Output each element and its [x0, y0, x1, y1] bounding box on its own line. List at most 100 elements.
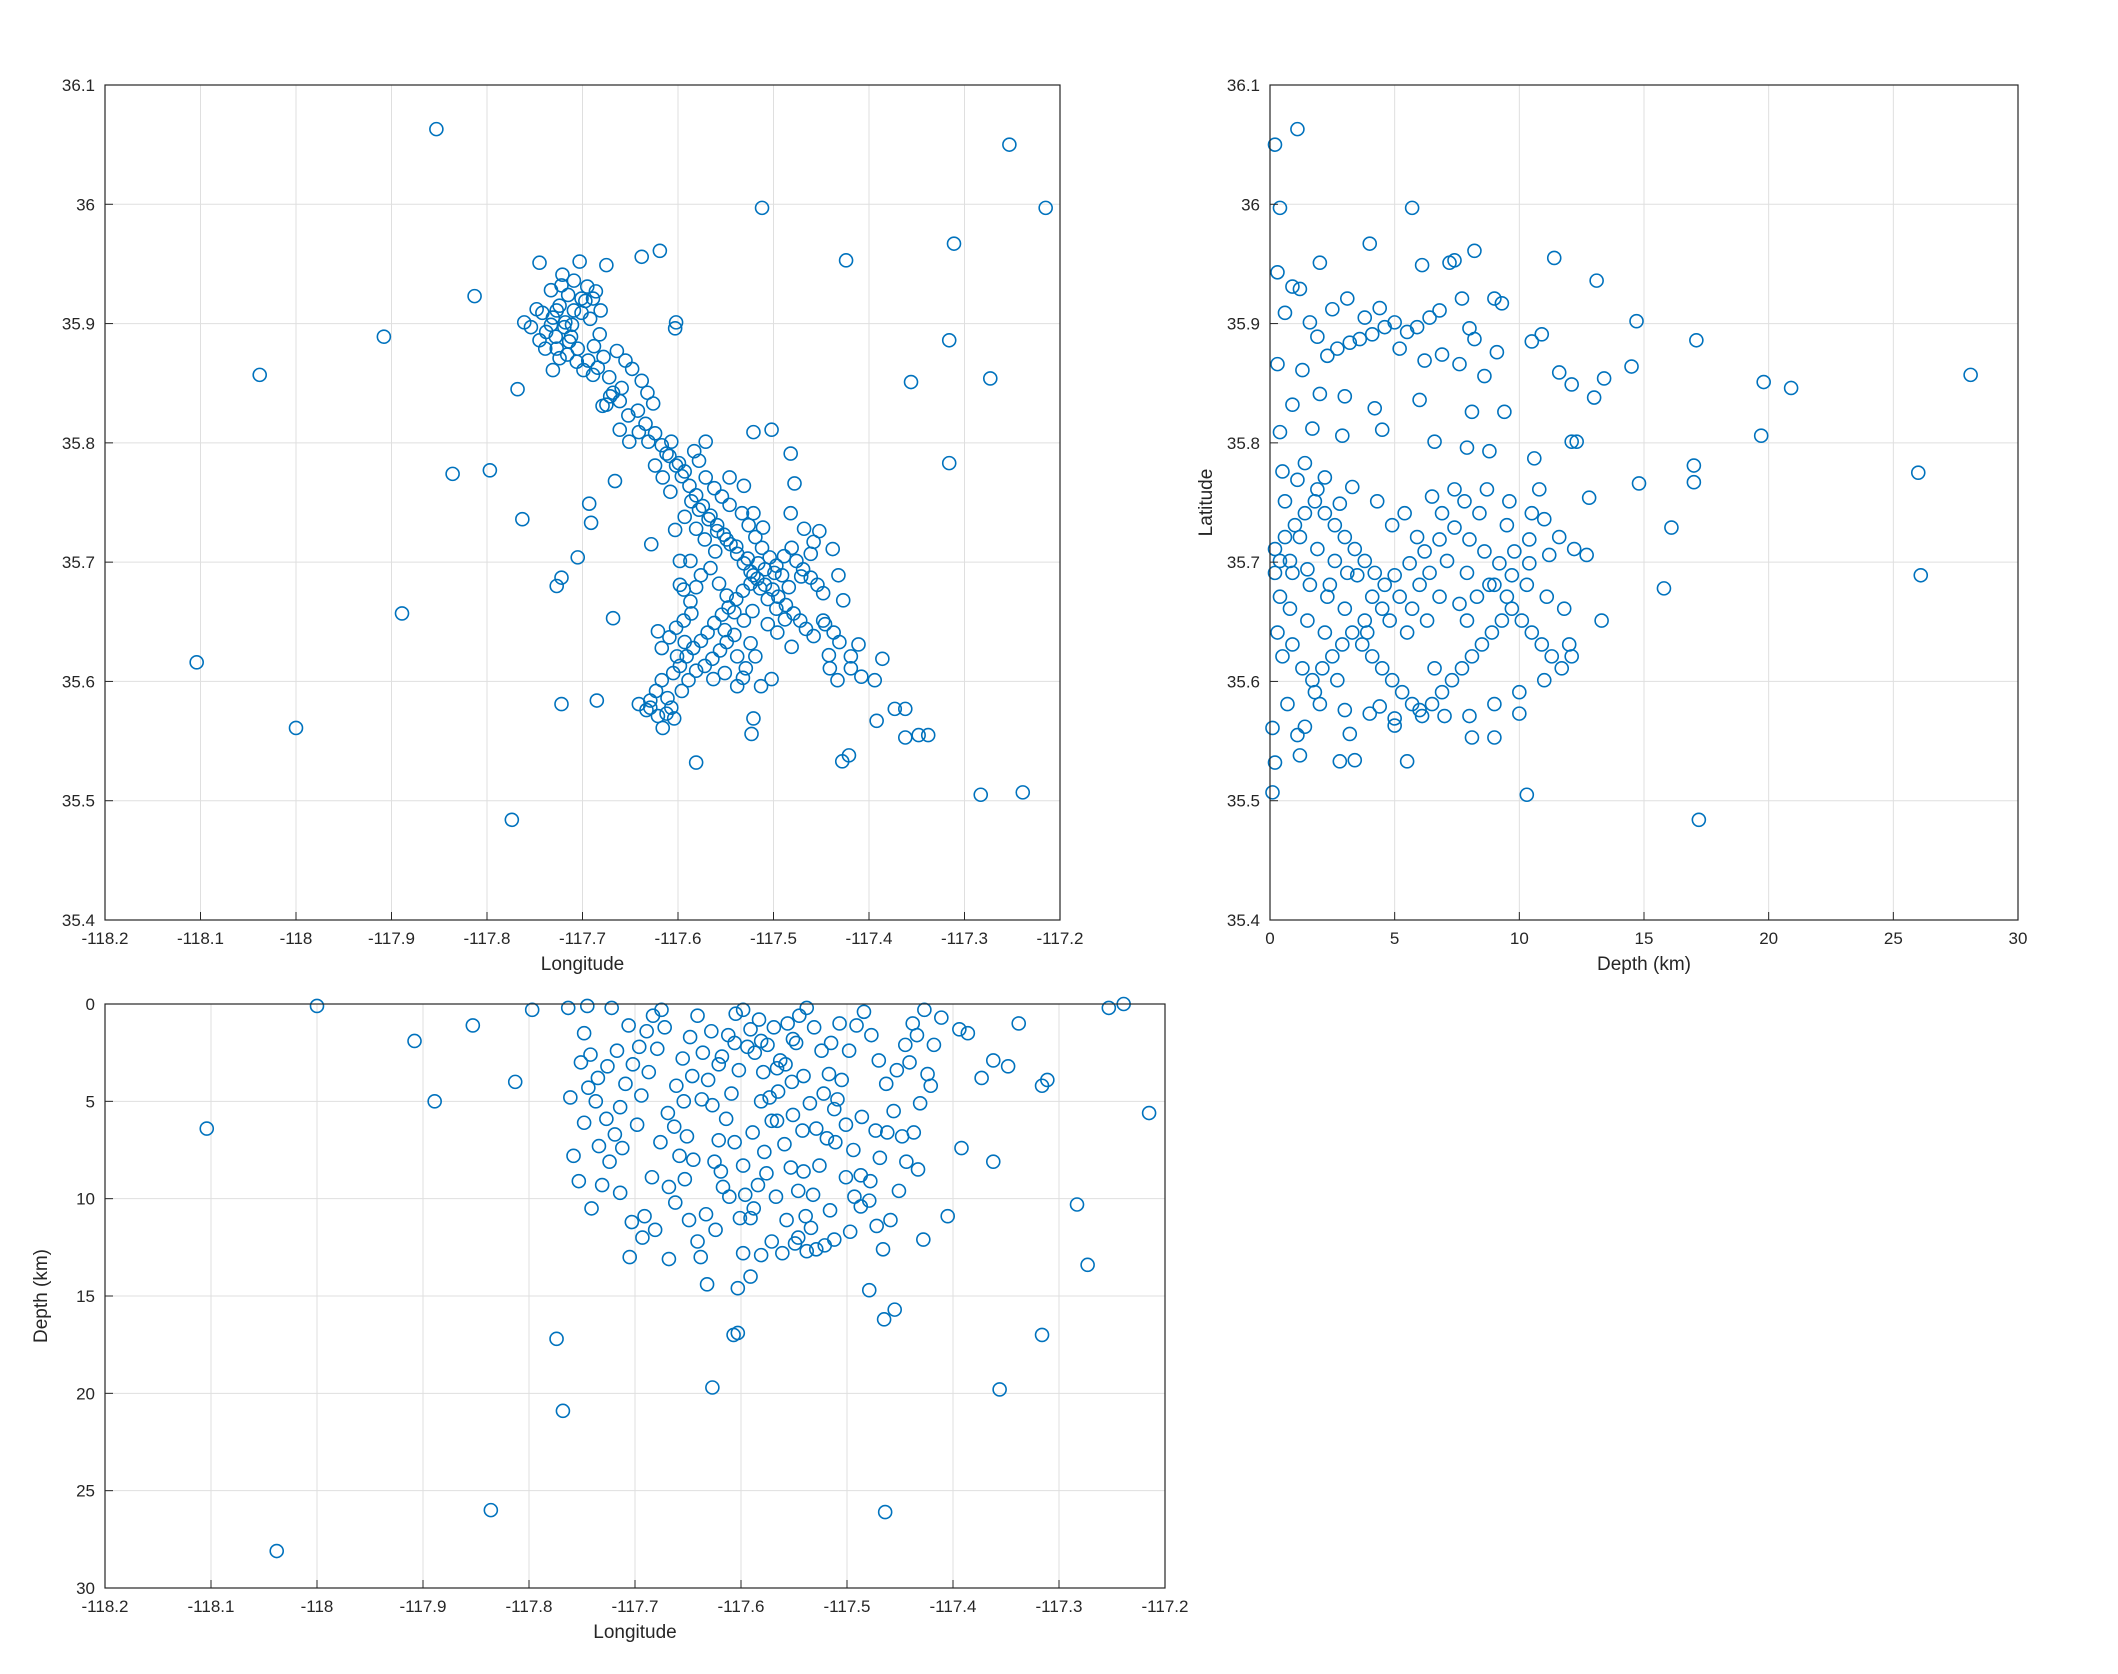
- scatter-point: [1374, 422, 1390, 438]
- scatter-point: [1522, 556, 1537, 571]
- scatter-point: [1686, 458, 1702, 473]
- scatter-point: [755, 1064, 771, 1080]
- scatter-point: [1327, 517, 1343, 533]
- scatter-point: [1357, 310, 1373, 325]
- scatter-point: [554, 696, 569, 712]
- scatter-point: [1297, 719, 1313, 735]
- x-tick-label: -118: [280, 929, 313, 948]
- scatter-point: [592, 327, 607, 342]
- scatter-point: [1462, 532, 1477, 547]
- x-tick-label: 20: [1759, 929, 1778, 948]
- scatter-point: [974, 1070, 989, 1086]
- x-tick-label: -118: [301, 1597, 334, 1616]
- scatter-point: [779, 1212, 794, 1228]
- scatter-point: [843, 661, 859, 676]
- scatter-point: [788, 1035, 804, 1051]
- scatter-point: [821, 1066, 837, 1082]
- scatter-point: [580, 353, 596, 368]
- x-tick-label: 10: [1510, 929, 1529, 948]
- scatter-point: [607, 1127, 623, 1142]
- scatter-point: [905, 1016, 921, 1031]
- scatter-point: [727, 1035, 742, 1051]
- scatter-point: [897, 701, 913, 717]
- scatter-point: [757, 577, 773, 593]
- scatter-point: [728, 539, 744, 554]
- scatter-point: [706, 480, 722, 496]
- scatter-point: [650, 624, 666, 639]
- scatter-point: [826, 1101, 842, 1117]
- scatter-point: [1581, 490, 1597, 506]
- scatter-point: [699, 1277, 715, 1292]
- scatter-point: [445, 466, 460, 482]
- scatter-point: [1459, 440, 1475, 455]
- scatter-point: [647, 1222, 663, 1238]
- scatter-point: [654, 672, 670, 688]
- scatter-point: [1310, 541, 1325, 557]
- scatter-point: [574, 305, 589, 321]
- scatter-point: [1337, 601, 1353, 616]
- scatter-point: [784, 1074, 800, 1090]
- scatter-point: [876, 1312, 892, 1327]
- scatter-point: [1472, 505, 1487, 521]
- y-tick-label: 36.1: [1227, 76, 1260, 95]
- scatter-point: [711, 576, 727, 591]
- scatter-point: [1489, 344, 1505, 360]
- scatter-point: [591, 1138, 607, 1154]
- scatter-point: [685, 1152, 701, 1168]
- scatter-point: [1427, 434, 1442, 449]
- scatter-point: [750, 1177, 766, 1193]
- scatter-point: [795, 1123, 810, 1138]
- y-tick-label: 35.9: [1227, 315, 1260, 334]
- y-tick-label: 25: [76, 1482, 95, 1501]
- scatter-point: [653, 1134, 668, 1150]
- scatter-point: [1310, 482, 1325, 497]
- scatter-point: [1432, 303, 1447, 318]
- y-tick-label: 20: [76, 1384, 95, 1403]
- scatter-point: [783, 505, 798, 521]
- scatter-point: [985, 1053, 1001, 1068]
- scatter-point: [654, 1002, 669, 1018]
- scatter-point: [872, 1150, 888, 1166]
- scatter-point: [622, 1249, 638, 1265]
- scatter-point: [563, 1090, 578, 1105]
- scatter-point: [1382, 613, 1397, 628]
- scatter-point: [764, 1234, 780, 1249]
- scatter-point: [732, 1210, 748, 1226]
- scatter-point: [727, 627, 742, 643]
- scatter-point: [1484, 625, 1500, 640]
- scatter-point: [269, 1543, 285, 1559]
- scatter-point: [643, 536, 659, 552]
- scatter-point: [1477, 368, 1492, 384]
- scatter-point: [1080, 1257, 1095, 1273]
- scatter-point: [1282, 553, 1298, 569]
- scatter-point: [803, 1220, 819, 1236]
- scatter-point: [1275, 464, 1290, 479]
- scatter-point: [777, 1136, 792, 1152]
- scatter-point: [427, 1094, 442, 1109]
- scatter-point: [585, 291, 601, 306]
- scatter-point: [751, 1012, 767, 1027]
- scatter-point: [774, 567, 790, 583]
- scatter-point: [621, 408, 636, 423]
- scatter-point: [853, 1199, 869, 1214]
- scatter-point: [781, 579, 797, 595]
- scatter-point: [309, 998, 325, 1014]
- scatter-point: [706, 671, 721, 687]
- scatter-point: [589, 693, 605, 708]
- y-tick-label: 5: [86, 1092, 95, 1111]
- scatter-point: [1629, 313, 1644, 329]
- y-tick-label: 35.7: [62, 553, 95, 572]
- scatter-point: [1564, 649, 1579, 664]
- scatter-point: [1454, 661, 1470, 676]
- scatter-point: [1464, 649, 1480, 664]
- scatter-point: [1467, 243, 1482, 259]
- scatter-point: [1297, 455, 1313, 471]
- scatter-point: [711, 1057, 727, 1072]
- scatter-point: [635, 1230, 650, 1245]
- scatter-point: [737, 1187, 753, 1203]
- scatter-point: [560, 287, 576, 303]
- scatter-point: [1337, 702, 1353, 718]
- scatter-point: [555, 1403, 571, 1419]
- x-tick-label: -118.1: [177, 929, 224, 948]
- scatter-point: [902, 1055, 917, 1070]
